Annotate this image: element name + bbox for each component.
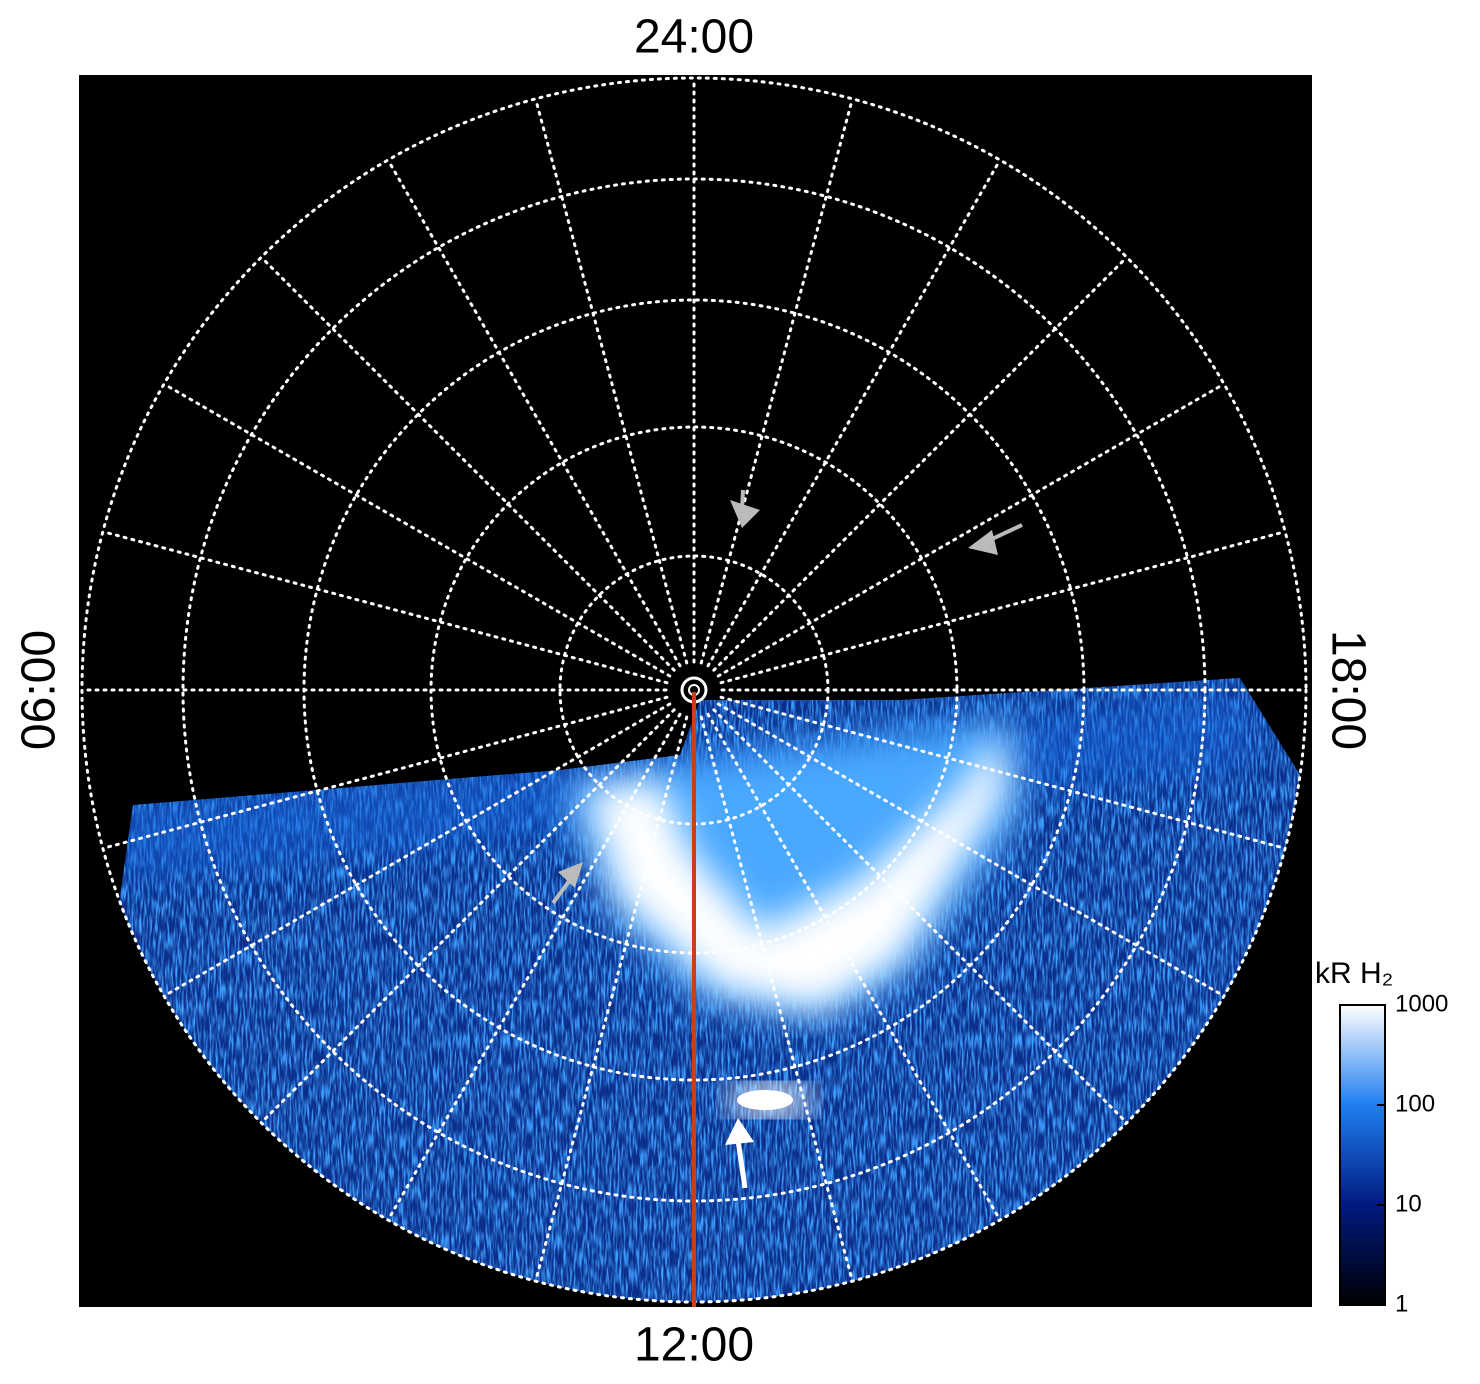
hour-label: 24:00 <box>634 11 754 64</box>
grid-meridian <box>719 695 1287 850</box>
colorbar-tick-label: 100 <box>1395 1090 1435 1117</box>
grid-meridian <box>386 158 682 668</box>
colorbar-tick-label: 1 <box>1395 1290 1408 1317</box>
grid-meridian <box>259 255 676 672</box>
grid-meridian <box>101 695 669 850</box>
arrows <box>551 489 1023 1189</box>
grid-meridian <box>101 530 669 685</box>
grid-meridian <box>706 158 1002 668</box>
grid-meridian <box>386 712 682 1222</box>
grid-meridian <box>699 97 854 665</box>
colorbar-label: kR H₂ <box>1315 957 1393 990</box>
grid-meridian <box>706 712 1002 1222</box>
grid-meridian <box>699 715 854 1283</box>
grid-meridian <box>716 382 1226 678</box>
grid-meridian <box>162 382 672 678</box>
grid-meridian <box>259 708 676 1125</box>
colorbar-scale <box>1339 1004 1386 1306</box>
grid-meridian <box>712 255 1129 672</box>
grid-meridian <box>719 530 1287 685</box>
colorbar-tick-label: 10 <box>1395 1190 1422 1217</box>
grid-meridian <box>534 715 689 1283</box>
colorbar-tick-label: 1000 <box>1395 990 1448 1017</box>
hour-label: 12:00 <box>634 1319 754 1372</box>
hour-label: 18:00 <box>1321 630 1374 750</box>
grid-meridian <box>534 97 689 665</box>
grid-meridian <box>162 702 672 998</box>
grid-meridian <box>712 708 1129 1125</box>
grid-meridian <box>716 702 1226 998</box>
colorbar: kR H₂ 1 10 100 1000 <box>1315 957 1448 1317</box>
hour-label: 06:00 <box>13 630 66 750</box>
